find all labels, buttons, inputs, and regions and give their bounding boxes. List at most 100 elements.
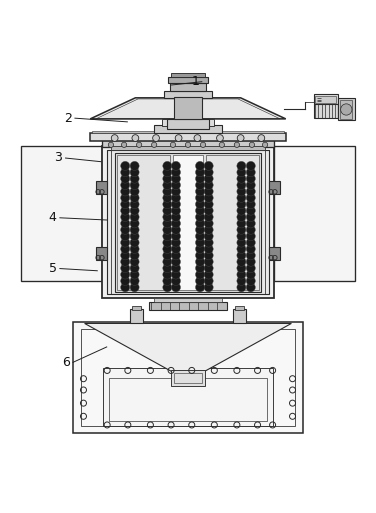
Circle shape [237,238,246,247]
Bar [92,131,284,133]
Circle shape [196,200,205,209]
Circle shape [121,174,130,183]
Circle shape [262,142,268,147]
Circle shape [196,174,205,183]
Circle shape [204,168,213,177]
Circle shape [171,251,180,260]
Circle shape [237,187,246,196]
Circle shape [196,283,205,292]
Circle shape [163,206,172,215]
Circle shape [121,270,130,279]
Circle shape [196,206,205,215]
Bar [269,247,280,260]
Bar [154,125,222,133]
Circle shape [163,264,172,273]
Circle shape [171,206,180,215]
Circle shape [130,277,139,285]
Circle shape [194,135,201,142]
Circle shape [196,219,205,228]
Circle shape [130,270,139,279]
Circle shape [204,219,213,228]
Circle shape [204,245,213,253]
Bar [132,306,141,310]
Circle shape [237,225,246,234]
Circle shape [246,225,255,234]
Circle shape [246,181,255,190]
Bar [102,140,274,147]
Circle shape [196,168,205,177]
Circle shape [130,264,139,273]
Circle shape [130,283,139,292]
Bar [96,181,107,194]
Circle shape [246,251,255,260]
Bar [90,133,286,141]
Circle shape [163,200,172,209]
Circle shape [130,181,139,190]
Circle shape [204,270,213,279]
Circle shape [121,277,130,285]
Circle shape [121,206,130,215]
Circle shape [130,251,139,260]
Circle shape [163,283,172,292]
Circle shape [246,283,255,292]
Bar [235,306,244,310]
Bar [269,181,280,194]
Circle shape [130,174,139,183]
Bar [130,309,143,323]
Circle shape [217,135,223,142]
Circle shape [196,270,205,279]
Circle shape [121,283,130,292]
Circle shape [246,206,255,215]
Circle shape [121,257,130,266]
Bar [109,378,267,421]
Bar [171,370,205,386]
Circle shape [196,232,205,241]
Circle shape [163,212,172,222]
Bar [111,146,265,150]
Circle shape [121,168,130,177]
Bar [314,104,338,118]
Circle shape [237,162,246,170]
Circle shape [246,257,255,266]
Circle shape [246,187,255,196]
Bar [315,96,336,103]
Circle shape [185,142,191,147]
Bar [314,94,338,104]
Bar [117,155,170,290]
Circle shape [163,270,172,279]
Circle shape [196,225,205,234]
Circle shape [246,238,255,247]
Circle shape [153,135,159,142]
Circle shape [249,142,255,147]
Circle shape [121,245,130,253]
Circle shape [204,193,213,202]
Text: 5: 5 [49,262,57,275]
Bar [174,373,202,383]
Circle shape [171,277,180,285]
Circle shape [246,168,255,177]
Circle shape [121,181,130,190]
Circle shape [237,232,246,241]
Circle shape [204,187,213,196]
Circle shape [132,135,139,142]
Circle shape [163,245,172,253]
Circle shape [237,135,244,142]
Bar [115,153,261,292]
Circle shape [171,200,180,209]
Circle shape [246,162,255,170]
Circle shape [163,174,172,183]
Circle shape [196,277,205,285]
Bar [171,73,205,77]
Circle shape [237,277,246,285]
Circle shape [121,238,130,247]
Bar [338,98,355,121]
Circle shape [171,193,180,202]
Circle shape [237,257,246,266]
Circle shape [136,142,142,147]
Circle shape [237,283,246,292]
Circle shape [171,219,180,228]
Circle shape [163,232,172,241]
Circle shape [200,142,206,147]
Circle shape [204,174,213,183]
Circle shape [196,251,205,260]
